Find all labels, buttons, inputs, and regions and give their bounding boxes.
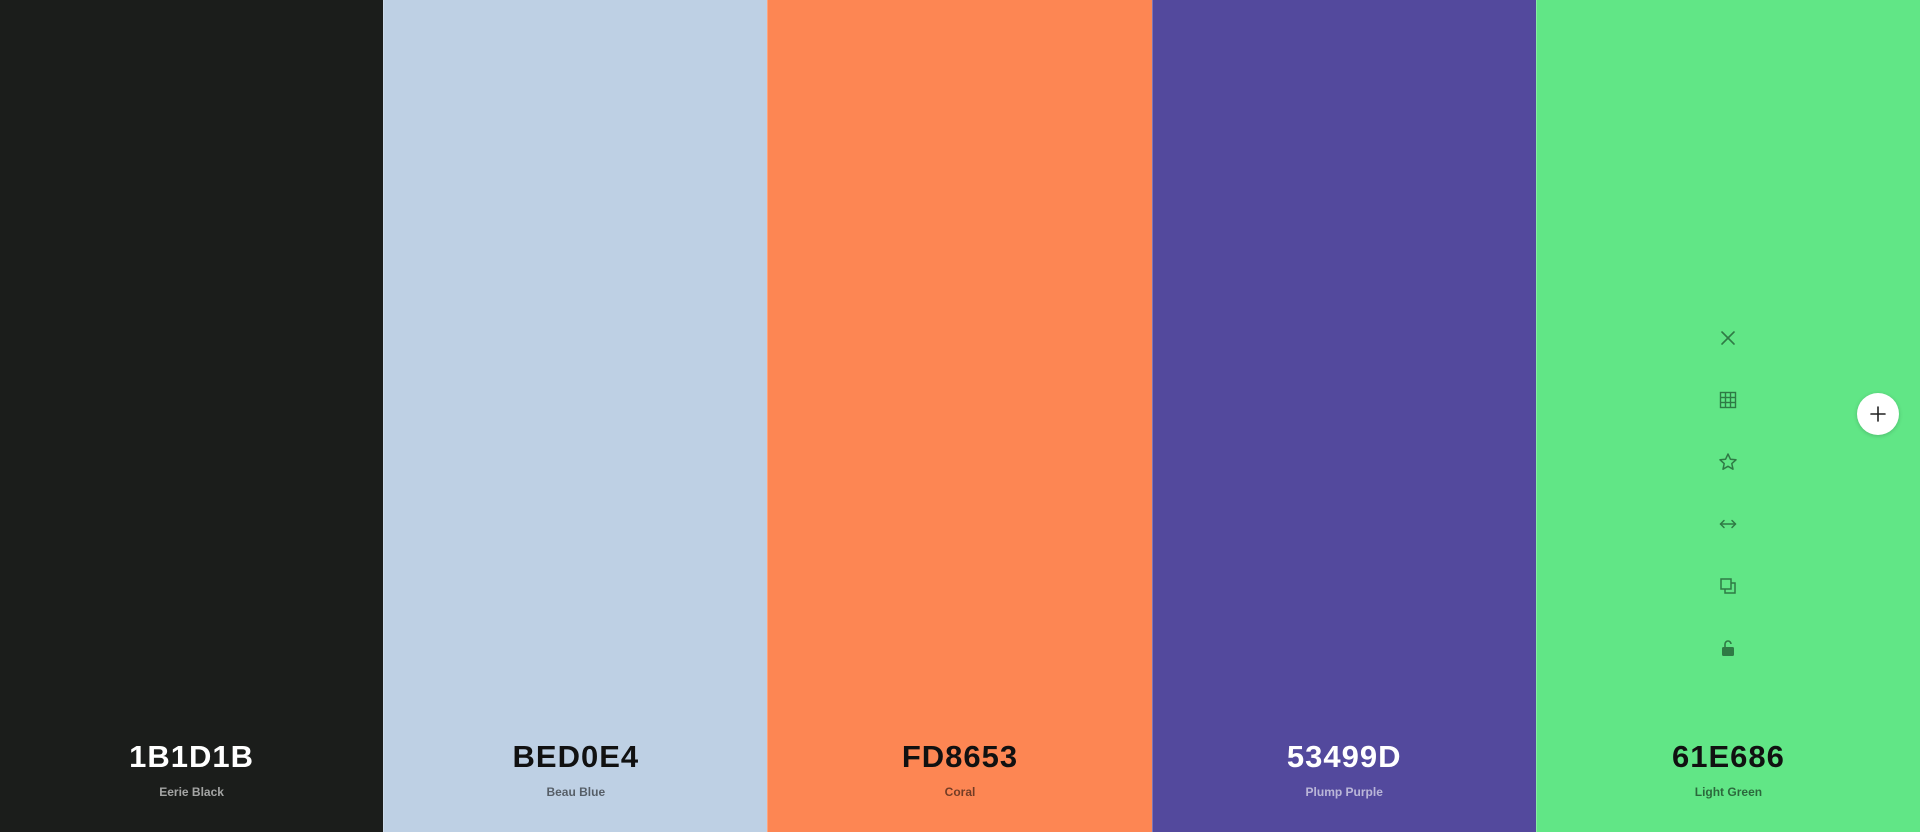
swatch-plump-purple[interactable]: 53499D Plump Purple xyxy=(1151,0,1536,832)
swatch-toolbar xyxy=(1708,318,1748,690)
plus-icon xyxy=(1870,406,1886,422)
color-name: Light Green xyxy=(1694,785,1763,799)
close-icon[interactable] xyxy=(1708,318,1748,358)
swatch-eerie-black[interactable]: 1B1D1B Eerie Black xyxy=(0,0,384,832)
grid-icon[interactable] xyxy=(1708,380,1748,420)
color-name: Coral xyxy=(944,785,976,799)
color-name: Beau Blue xyxy=(546,785,606,799)
star-icon[interactable] xyxy=(1708,442,1748,482)
hex-code[interactable]: FD8653 xyxy=(901,739,1019,774)
color-name: Eerie Black xyxy=(159,785,224,799)
color-name: Plump Purple xyxy=(1305,785,1383,799)
add-color-button[interactable] xyxy=(1857,393,1899,435)
arrows-horizontal-icon[interactable] xyxy=(1708,504,1748,544)
swatch-beau-blue[interactable]: BED0E4 Beau Blue xyxy=(383,0,768,832)
hex-code[interactable]: 53499D xyxy=(1286,739,1402,774)
hex-code[interactable]: 61E686 xyxy=(1671,739,1785,774)
copy-icon[interactable] xyxy=(1708,566,1748,606)
swatch-coral[interactable]: FD8653 Coral xyxy=(767,0,1152,832)
hex-code[interactable]: BED0E4 xyxy=(512,739,640,774)
swatch-light-green[interactable]: 61E686 Light Green xyxy=(1535,0,1920,832)
hex-code[interactable]: 1B1D1B xyxy=(129,739,255,774)
unlock-icon[interactable] xyxy=(1708,628,1748,668)
